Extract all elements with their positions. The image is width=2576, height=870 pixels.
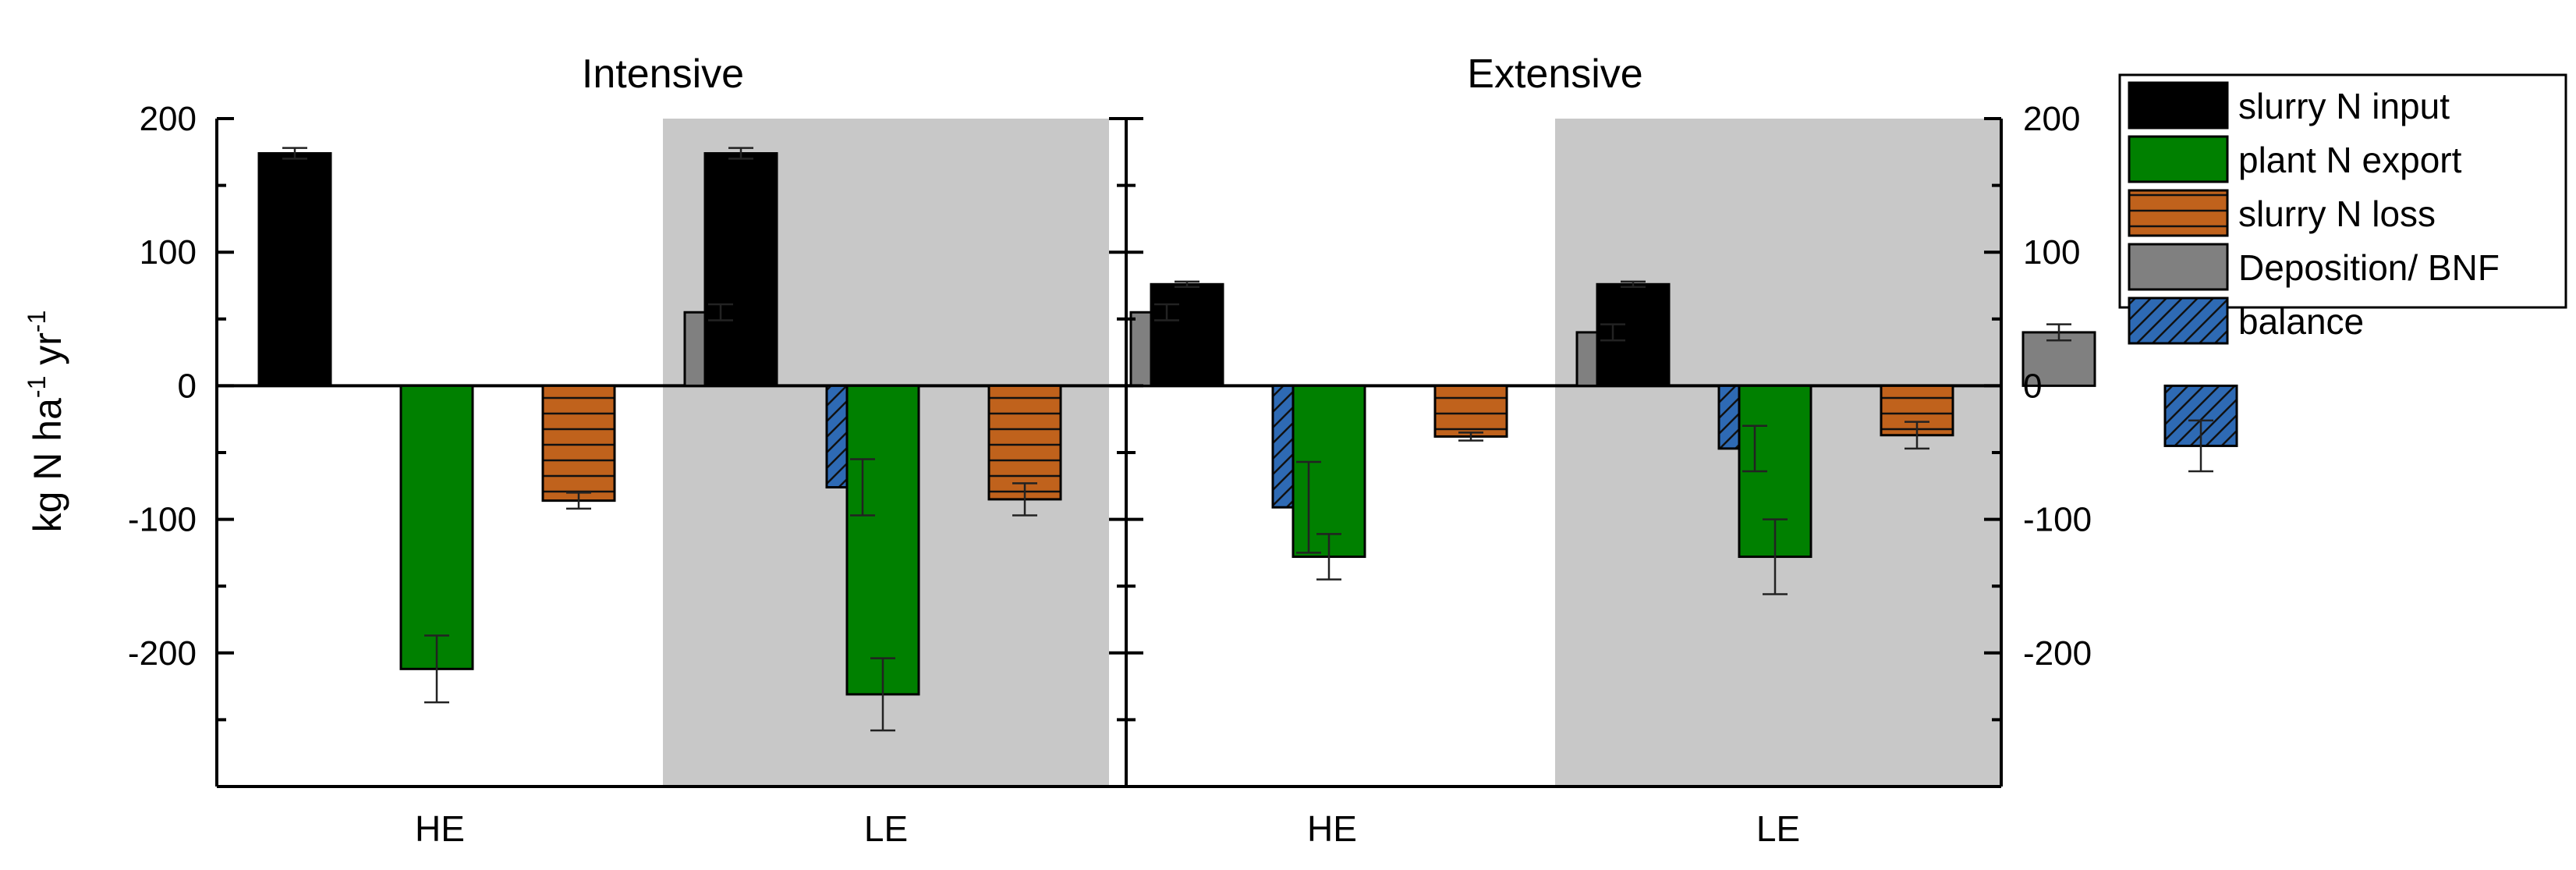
legend-item-deposition-bnf: Deposition/ BNF xyxy=(2128,243,2500,291)
legend-label-balance: balance xyxy=(2238,301,2364,342)
group-labels: HE LE HE LE xyxy=(415,808,1800,849)
legend-item-plant-n-export: plant N export xyxy=(2128,135,2462,183)
legend-swatch-plant-n-export xyxy=(2128,135,2229,183)
bar-extensive-he-slurry-n-input xyxy=(1150,282,1224,387)
group-label-intensive-he: HE xyxy=(415,808,465,849)
group-label-extensive-he: HE xyxy=(1307,808,1357,849)
legend-swatch-balance xyxy=(2128,297,2229,345)
legend-label-plant-n-export: plant N export xyxy=(2238,140,2462,180)
y-tick-label-left: -200 xyxy=(128,634,197,673)
group-label-intensive-le: LE xyxy=(864,808,908,849)
bar-extensive-he-slurry-n-loss xyxy=(1433,384,1508,438)
bar-intensive-le-slurry-n-loss xyxy=(987,384,1062,501)
y-tick-label-right: 100 xyxy=(2023,233,2080,272)
y-tick-label-left: -100 xyxy=(128,501,197,539)
legend-swatch-deposition-bnf xyxy=(2128,243,2229,291)
y-tick-label-right: -100 xyxy=(2023,501,2092,539)
y-tick-label-right: -200 xyxy=(2023,634,2092,673)
bar-intensive-le-plant-n-export xyxy=(845,384,920,696)
y-tick-labels-right: 200 100 0 -100 -200 xyxy=(2023,100,2092,673)
legend-item-slurry-n-input: slurry N input xyxy=(2128,81,2450,130)
panel-title-intensive: Intensive xyxy=(582,51,744,97)
panel-titles: Intensive Extensive xyxy=(582,51,1643,97)
y-tick-label-left: 0 xyxy=(178,367,197,405)
bar-intensive-he-slurry-n-loss xyxy=(541,384,616,502)
legend-label-slurry-n-input: slurry N input xyxy=(2238,86,2450,126)
legend: slurry N input plant N export slurry N l… xyxy=(2118,73,2567,345)
y-tick-labels-left: 200 100 0 -100 -200 xyxy=(128,100,197,673)
y-tick-label-left: 200 xyxy=(140,100,197,138)
legend-swatch-slurry-n-input xyxy=(2128,81,2229,130)
bar-intensive-le-slurry-n-input xyxy=(703,152,778,387)
legend-item-balance: balance xyxy=(2128,297,2364,345)
panel-title-extensive: Extensive xyxy=(1467,51,1642,97)
error-bars-layer xyxy=(282,147,2213,732)
legend-label-slurry-n-loss: slurry N loss xyxy=(2238,194,2436,234)
y-tick-label-left: 100 xyxy=(140,233,197,272)
y-tick-label-right: 200 xyxy=(2023,100,2080,138)
bar-extensive-he-plant-n-export xyxy=(1292,384,1366,559)
legend-item-slurry-n-loss: slurry N loss xyxy=(2128,189,2436,237)
group-label-extensive-le: LE xyxy=(1756,808,1800,849)
bar-intensive-he-plant-n-export xyxy=(399,384,474,670)
bar-intensive-he-slurry-n-input xyxy=(257,152,332,387)
bar-extensive-le-slurry-n-input xyxy=(1596,282,1671,387)
y-tick-label-right: 0 xyxy=(2023,367,2042,405)
axes-layer xyxy=(215,117,2003,788)
legend-swatch-slurry-n-loss xyxy=(2128,189,2229,237)
legend-label-deposition-bnf: Deposition/ BNF xyxy=(2238,247,2500,288)
bars-layer xyxy=(257,152,2238,696)
y-axis-label: kg N ha-1 yr-1 xyxy=(23,311,69,533)
